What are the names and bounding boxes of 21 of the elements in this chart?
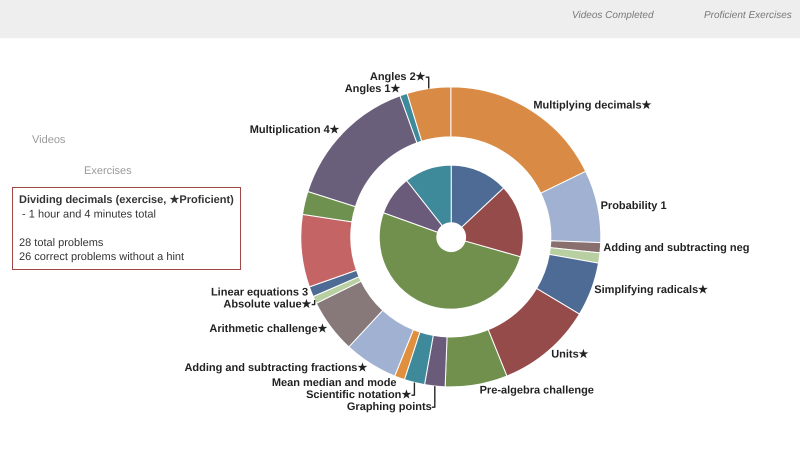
text: Dividing decimals (exercise, ★Proficient) - 1 hour and 4 minutes total 28 total problems 26 correct problems without a hint [19,194,234,264]
text: Videos [32,134,66,146]
slice-label: Angles 2★ [370,71,426,84]
text: Exercises [84,165,132,177]
slice-label: Scientific notation★ [306,389,412,402]
text: Proficient Exercises [704,10,792,21]
slice-label: Probability 1 [600,200,667,212]
slice-label: Units★ [551,348,589,360]
slice-label: Arithmetic challenge★ [209,322,328,335]
slice-label: Adding and subtracting neg [603,242,750,254]
slice-label: Absolute value★ [223,298,312,311]
slice-label: Linear equations 3 [210,286,308,299]
slice-label: Graphing points [346,401,432,414]
slice-label: Mean median and mode [272,377,397,390]
slice-label: Pre-algebra challenge [480,384,594,397]
text: Videos Completed [572,10,654,21]
slice-label: Angles 1★ [344,83,401,96]
slice-label: Multiplication 4★ [250,124,340,136]
slice-label: Multiplying decimals★ [533,99,652,112]
slice-label: Adding and subtracting fractions★ [184,362,368,374]
slice-label: Simplifying radicals★ [594,284,708,296]
